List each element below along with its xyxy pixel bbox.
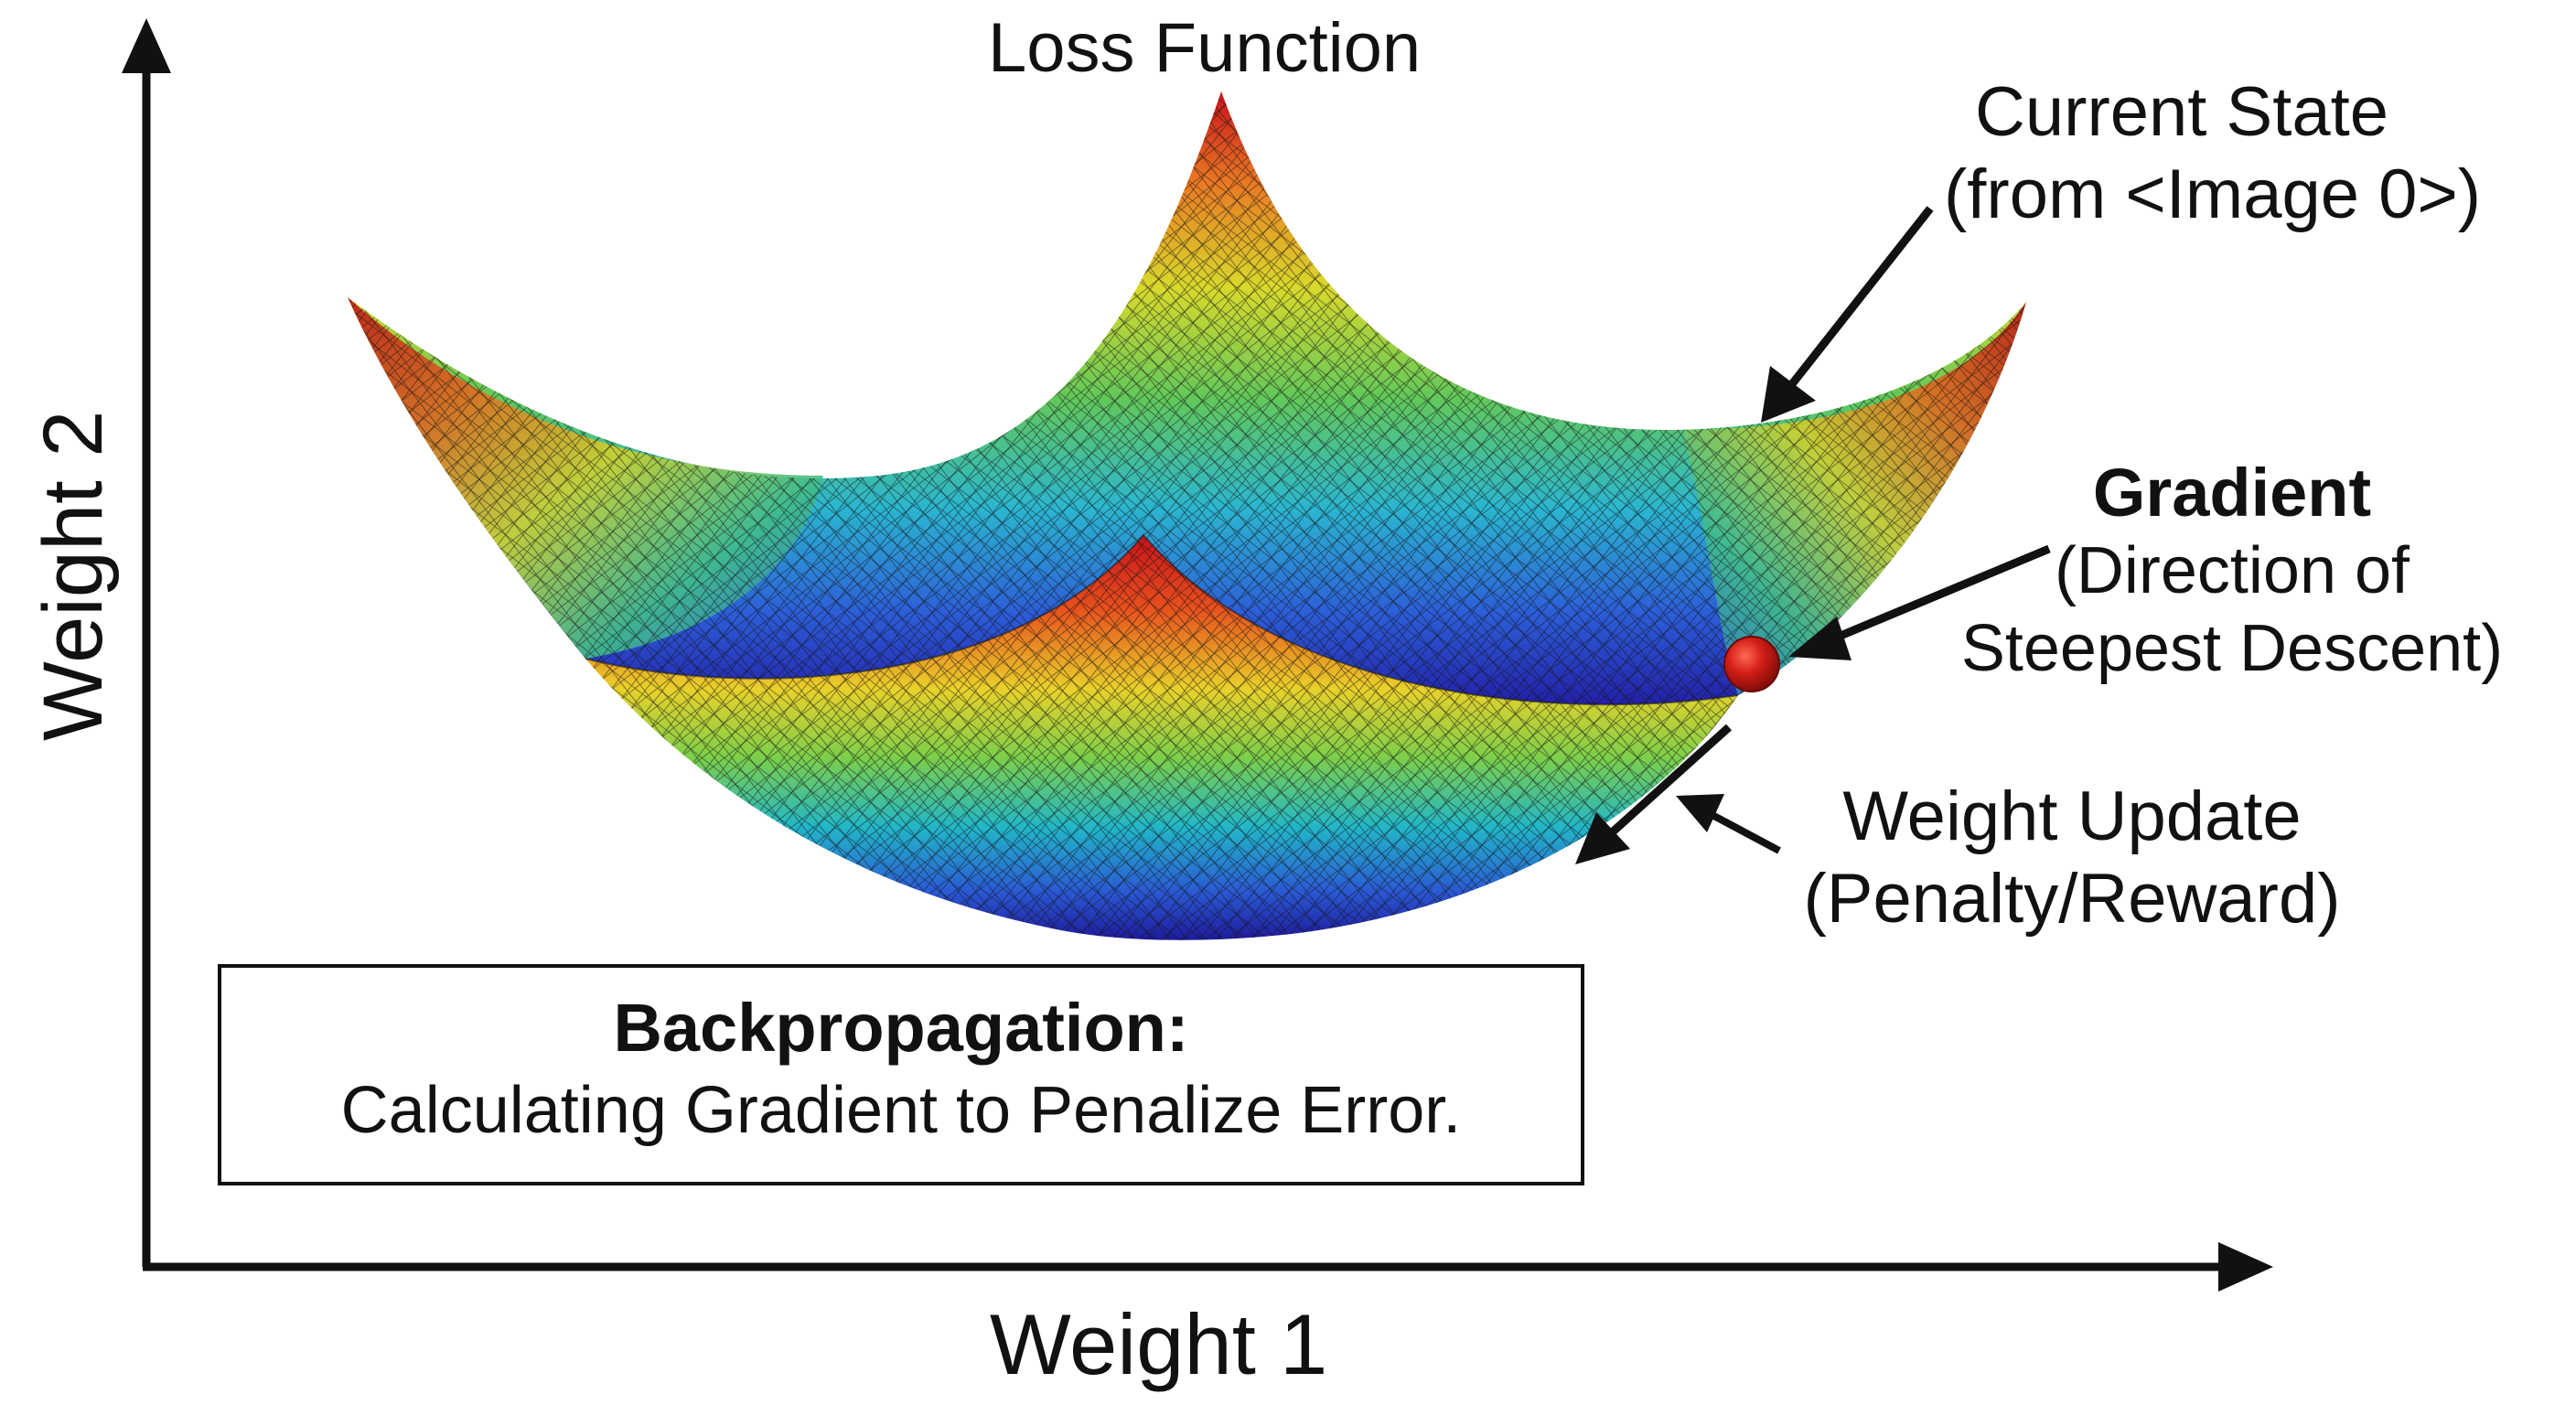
descent-arrow — [1575, 724, 1733, 864]
gradient-title: Gradient — [2092, 455, 2372, 531]
weight-update-line1: Weight Update — [1842, 778, 2302, 855]
gradient-line2: Steepest Descent) — [1960, 612, 2504, 686]
current-state-arrow — [1761, 206, 1934, 423]
y-axis-label: Weight 2 — [27, 410, 120, 741]
y-axis-arrowhead — [122, 18, 171, 73]
current-state-annotation: Current State (from <Image 0>) — [1944, 71, 2482, 235]
x-axis-label: Weight 1 — [990, 1296, 1328, 1392]
gradient-arrow — [1788, 544, 2051, 660]
info-box-title: Backpropagation: — [613, 990, 1189, 1066]
backpropagation-info-box: Backpropagation: Calculating Gradient to… — [218, 964, 1584, 1185]
chart-title: Loss Function — [988, 9, 1422, 87]
current-state-line1: Current State — [1975, 73, 2388, 151]
loss-surface — [348, 91, 2026, 940]
info-box-text: Calculating Gradient to Penalize Error. — [340, 1073, 1462, 1147]
weight-update-arrow — [1676, 794, 1781, 854]
current-position-ball — [1723, 636, 1780, 692]
axes — [122, 18, 2273, 1292]
weight-update-line2: (Penalty/Reward) — [1803, 859, 2341, 938]
gradient-annotation: Gradient (Direction of Steepest Descent) — [1939, 453, 2525, 688]
weight-update-annotation: Weight Update (Penalty/Reward) — [1761, 776, 2383, 939]
x-axis-arrowhead — [2218, 1242, 2273, 1292]
gradient-line1: (Direction of — [2054, 534, 2410, 608]
current-state-line2: (from <Image 0>) — [1944, 155, 2482, 233]
